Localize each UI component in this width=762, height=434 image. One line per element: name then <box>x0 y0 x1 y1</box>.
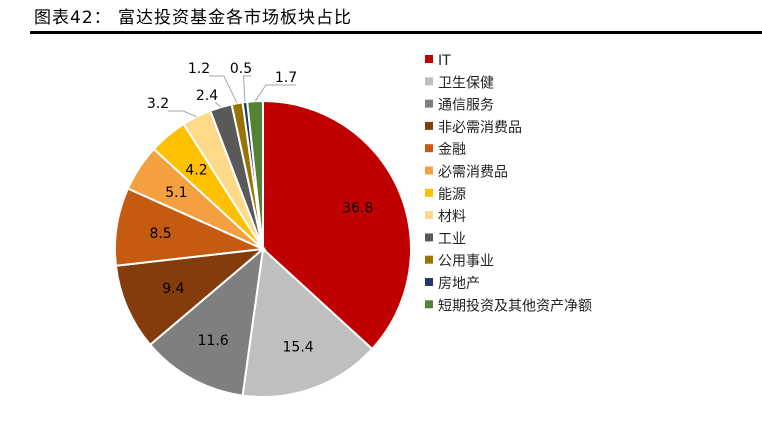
legend-label-8: 工业 <box>438 231 466 247</box>
legend-label-7: 材料 <box>438 209 466 225</box>
legend-swatch-6 <box>425 188 433 197</box>
leader-line-10 <box>242 75 251 103</box>
legend-label-3: 非必需消费品 <box>438 120 522 136</box>
data-label-7: 3.2 <box>147 96 169 112</box>
data-label-11: 1.7 <box>275 70 297 86</box>
legend-swatch-0 <box>425 55 433 63</box>
data-label-3: 9.4 <box>162 281 184 297</box>
data-labels: 36.8 15.4 11.6 9.4 8.5 5.1 4.2 3.2 2.4 1.2 0.5 1.7 <box>147 61 374 356</box>
data-label-6: 4.2 <box>185 163 207 179</box>
legend-swatch-5 <box>425 166 433 175</box>
data-label-0: 36.8 <box>342 200 373 216</box>
legend-label-0: IT <box>438 53 451 69</box>
pie-slice-2 <box>148 246 265 397</box>
data-label-8: 2.4 <box>196 88 218 104</box>
legend-swatch-1 <box>425 77 433 86</box>
legend-label-10: 房地产 <box>438 276 480 292</box>
legend-swatch-10 <box>425 278 433 286</box>
legend-swatch-7 <box>425 211 433 220</box>
legend-swatch-2 <box>425 99 433 108</box>
chart-title: 图表42： 富达投资基金各市场板块占比 <box>34 8 353 28</box>
legend-swatch-11 <box>425 300 433 309</box>
pie-slice-0 <box>262 99 412 351</box>
pie-slice-11 <box>246 99 264 250</box>
leader-lines <box>168 75 296 118</box>
leader-line-8 <box>214 102 222 108</box>
legend: IT 卫生保健通信服务非必需消费品金融必需消费品能源材料工业公用事业房地产短期投资… <box>425 53 592 314</box>
data-label-1: 15.4 <box>283 340 314 356</box>
data-label-2: 11.6 <box>198 333 229 349</box>
legend-label-5: 必需消费品 <box>438 165 508 181</box>
data-label-10: 0.5 <box>230 61 252 77</box>
legend-label-6: 能源 <box>438 187 466 203</box>
legend-label-9: 公用事业 <box>438 254 494 270</box>
legend-swatch-9 <box>425 255 433 264</box>
legend-label-1: 卫生保健 <box>438 75 494 91</box>
title-rule <box>30 31 762 34</box>
leader-line-11 <box>254 84 296 102</box>
legend-label-11: 短期投资及其他资产净额 <box>438 298 592 314</box>
pie-slice-3 <box>114 247 267 347</box>
data-label-4: 8.5 <box>149 226 171 242</box>
legend-swatch-4 <box>425 144 433 153</box>
leader-line-7 <box>168 110 197 118</box>
legend-label-4: 金融 <box>438 142 466 158</box>
legend-label-2: 通信服务 <box>438 98 494 114</box>
data-label-5: 5.1 <box>165 185 187 201</box>
legend-swatch-8 <box>425 233 433 242</box>
pie-slice-1 <box>241 246 374 398</box>
legend-swatch-3 <box>425 121 433 130</box>
data-label-9: 1.2 <box>188 61 210 77</box>
leader-line-9 <box>209 75 238 104</box>
pie-slices <box>114 99 412 398</box>
